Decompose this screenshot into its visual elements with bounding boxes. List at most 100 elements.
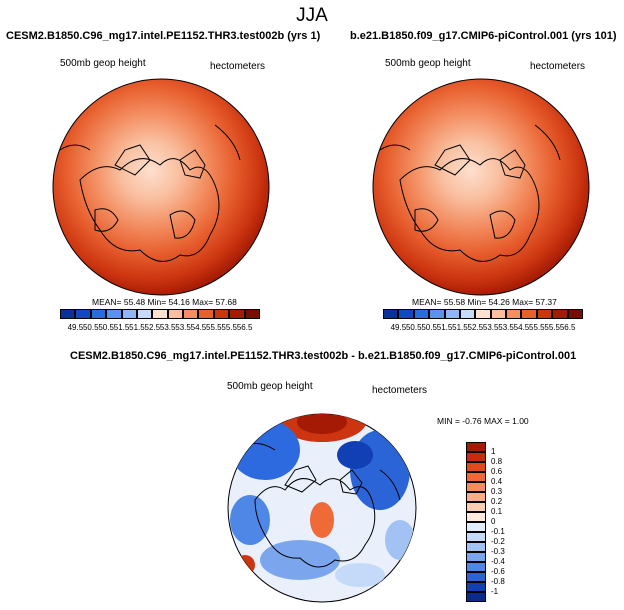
diff-colorbar-tick-label: -1	[491, 587, 499, 596]
colorbar-swatch	[198, 309, 214, 319]
colorbar-swatch	[459, 309, 476, 319]
colorbar-swatch	[121, 309, 137, 319]
colorbar-tick-label: 49.5	[390, 323, 407, 332]
diff-colorbar-tick-label: 0.6	[491, 467, 503, 476]
diff-colorbar-tick-label: 0.1	[491, 507, 503, 516]
difference-variable: 500mb geop height	[227, 381, 313, 392]
colorbar-swatch	[413, 309, 430, 319]
colorbar-swatch	[398, 309, 414, 319]
difference-colorbar-ticks: 1 0.8 0.6 0.4 0.3 0.2 0.1 0 -0.1 -0.2 -0.3 -0.4 -0.6…	[489, 442, 519, 602]
diff-colorbar-swatch	[466, 442, 486, 452]
colorbar-tick-label: 52.5	[144, 323, 161, 332]
difference-title: CESM2.B1850.C96_mg17.intel.PE1152.THR3.t…	[70, 350, 577, 362]
diff-colorbar-tick-label: -0.2	[491, 537, 505, 546]
diff-colorbar-swatch	[466, 492, 486, 502]
difference-polar-map	[227, 413, 417, 603]
colorbar-tick-label: 50.5	[82, 323, 99, 332]
left-colorbar-ticks: 49.5 50.5 50.5 51.5 51.5 52.5 53.5 53.5 54.5 55.5…	[60, 323, 260, 335]
colorbar-tick-label: 51.5	[436, 323, 453, 332]
left-panel-variable: 500mb geop height	[60, 58, 146, 69]
colorbar-tick-label: 53.5	[159, 323, 176, 332]
right-panel-title: b.e21.B1850.f09_g17.CMIP6-piControl.001 …	[350, 30, 617, 42]
colorbar-tick-label: 53.5	[482, 323, 499, 332]
diff-colorbar-tick-label: 0.4	[491, 477, 503, 486]
colorbar-swatch	[229, 309, 245, 319]
diff-colorbar-swatch	[466, 502, 486, 512]
diff-colorbar-tick-label: -0.1	[491, 527, 505, 536]
diff-colorbar-swatch	[466, 592, 486, 602]
colorbar-swatch	[521, 309, 537, 319]
colorbar-swatch	[90, 309, 107, 319]
diff-colorbar-swatch	[466, 562, 486, 572]
right-panel-stats: MEAN= 55.58 Min= 54.26 Max= 57.37	[412, 297, 557, 307]
left-colorbar	[60, 309, 260, 319]
colorbar-swatch	[444, 309, 460, 319]
left-panel-units: hectometers	[210, 61, 266, 72]
colorbar-swatch	[244, 309, 260, 319]
colorbar-tick-label: 55.5	[221, 323, 238, 332]
diff-colorbar-swatch	[466, 532, 486, 542]
diff-colorbar-tick-label: 0.2	[491, 497, 503, 506]
colorbar-tick-label: 55.5	[544, 323, 561, 332]
colorbar-tick-label: 54.5	[190, 323, 207, 332]
colorbar-swatch	[506, 309, 522, 319]
difference-colorbar	[466, 442, 486, 602]
diff-colorbar-swatch	[466, 552, 486, 562]
left-polar-map	[52, 78, 270, 296]
colorbar-tick-label: 53.5	[175, 323, 191, 332]
colorbar-swatch	[106, 309, 122, 319]
colorbar-swatch	[60, 309, 76, 319]
colorbar-swatch	[536, 309, 553, 319]
colorbar-tick-label: 55.5	[529, 323, 545, 332]
colorbar-tick-label: 50.5	[421, 323, 437, 332]
colorbar-tick-label: 51.5	[113, 323, 130, 332]
colorbar-tick-label: 50.5	[405, 323, 422, 332]
colorbar-tick-label: 55.5	[206, 323, 222, 332]
diff-colorbar-swatch	[466, 572, 486, 582]
season-title: JJA	[296, 5, 328, 26]
colorbar-tick-label: 51.5	[129, 323, 145, 332]
left-panel-title: CESM2.B1850.C96_mg17.intel.PE1152.THR3.t…	[6, 30, 321, 42]
diff-colorbar-tick-label: -0.8	[491, 577, 505, 586]
colorbar-swatch	[429, 309, 445, 319]
colorbar-tick-label: 56.5	[559, 323, 576, 332]
colorbar-tick-label: 52.5	[467, 323, 484, 332]
colorbar-swatch	[213, 309, 230, 319]
diff-colorbar-tick-label: 1	[491, 447, 496, 456]
difference-units: hectometers	[372, 385, 428, 396]
diff-colorbar-tick-label: -0.3	[491, 547, 505, 556]
diff-colorbar-swatch	[466, 452, 486, 462]
difference-stats: MIN = -0.76 MAX = 1.00	[437, 416, 529, 426]
diff-colorbar-tick-label: 0.3	[491, 487, 503, 496]
colorbar-tick-label: 54.5	[513, 323, 530, 332]
left-panel-stats: MEAN= 55.48 Min= 54.16 Max= 57.68	[92, 297, 237, 307]
colorbar-tick-label: 51.5	[452, 323, 468, 332]
colorbar-tick-label: 56.5	[236, 323, 253, 332]
diff-colorbar-swatch	[466, 582, 486, 592]
colorbar-swatch	[75, 309, 91, 319]
right-colorbar	[383, 309, 583, 319]
right-colorbar-ticks: 49.5 50.5 50.5 51.5 51.5 52.5 53.5 53.5 54.5 55.5…	[383, 323, 583, 335]
right-panel-units: hectometers	[530, 61, 586, 72]
colorbar-tick-label: 49.5	[67, 323, 84, 332]
diff-colorbar-swatch	[466, 522, 486, 532]
right-panel-variable: 500mb geop height	[385, 58, 471, 69]
diff-colorbar-tick-label: 0	[491, 517, 496, 526]
colorbar-swatch	[490, 309, 507, 319]
colorbar-tick-label: 50.5	[98, 323, 114, 332]
colorbar-swatch	[152, 309, 168, 319]
right-polar-map	[372, 78, 590, 296]
diff-colorbar-swatch	[466, 472, 486, 482]
diff-colorbar-swatch	[466, 462, 486, 472]
colorbar-swatch	[383, 309, 399, 319]
colorbar-swatch	[167, 309, 184, 319]
diff-colorbar-tick-label: -0.6	[491, 567, 505, 576]
diff-colorbar-swatch	[466, 482, 486, 492]
colorbar-tick-label: 53.5	[498, 323, 514, 332]
diff-colorbar-swatch	[466, 512, 486, 522]
diff-colorbar-tick-label: 0.8	[491, 457, 503, 466]
colorbar-swatch	[136, 309, 153, 319]
colorbar-swatch	[567, 309, 583, 319]
colorbar-swatch	[475, 309, 491, 319]
